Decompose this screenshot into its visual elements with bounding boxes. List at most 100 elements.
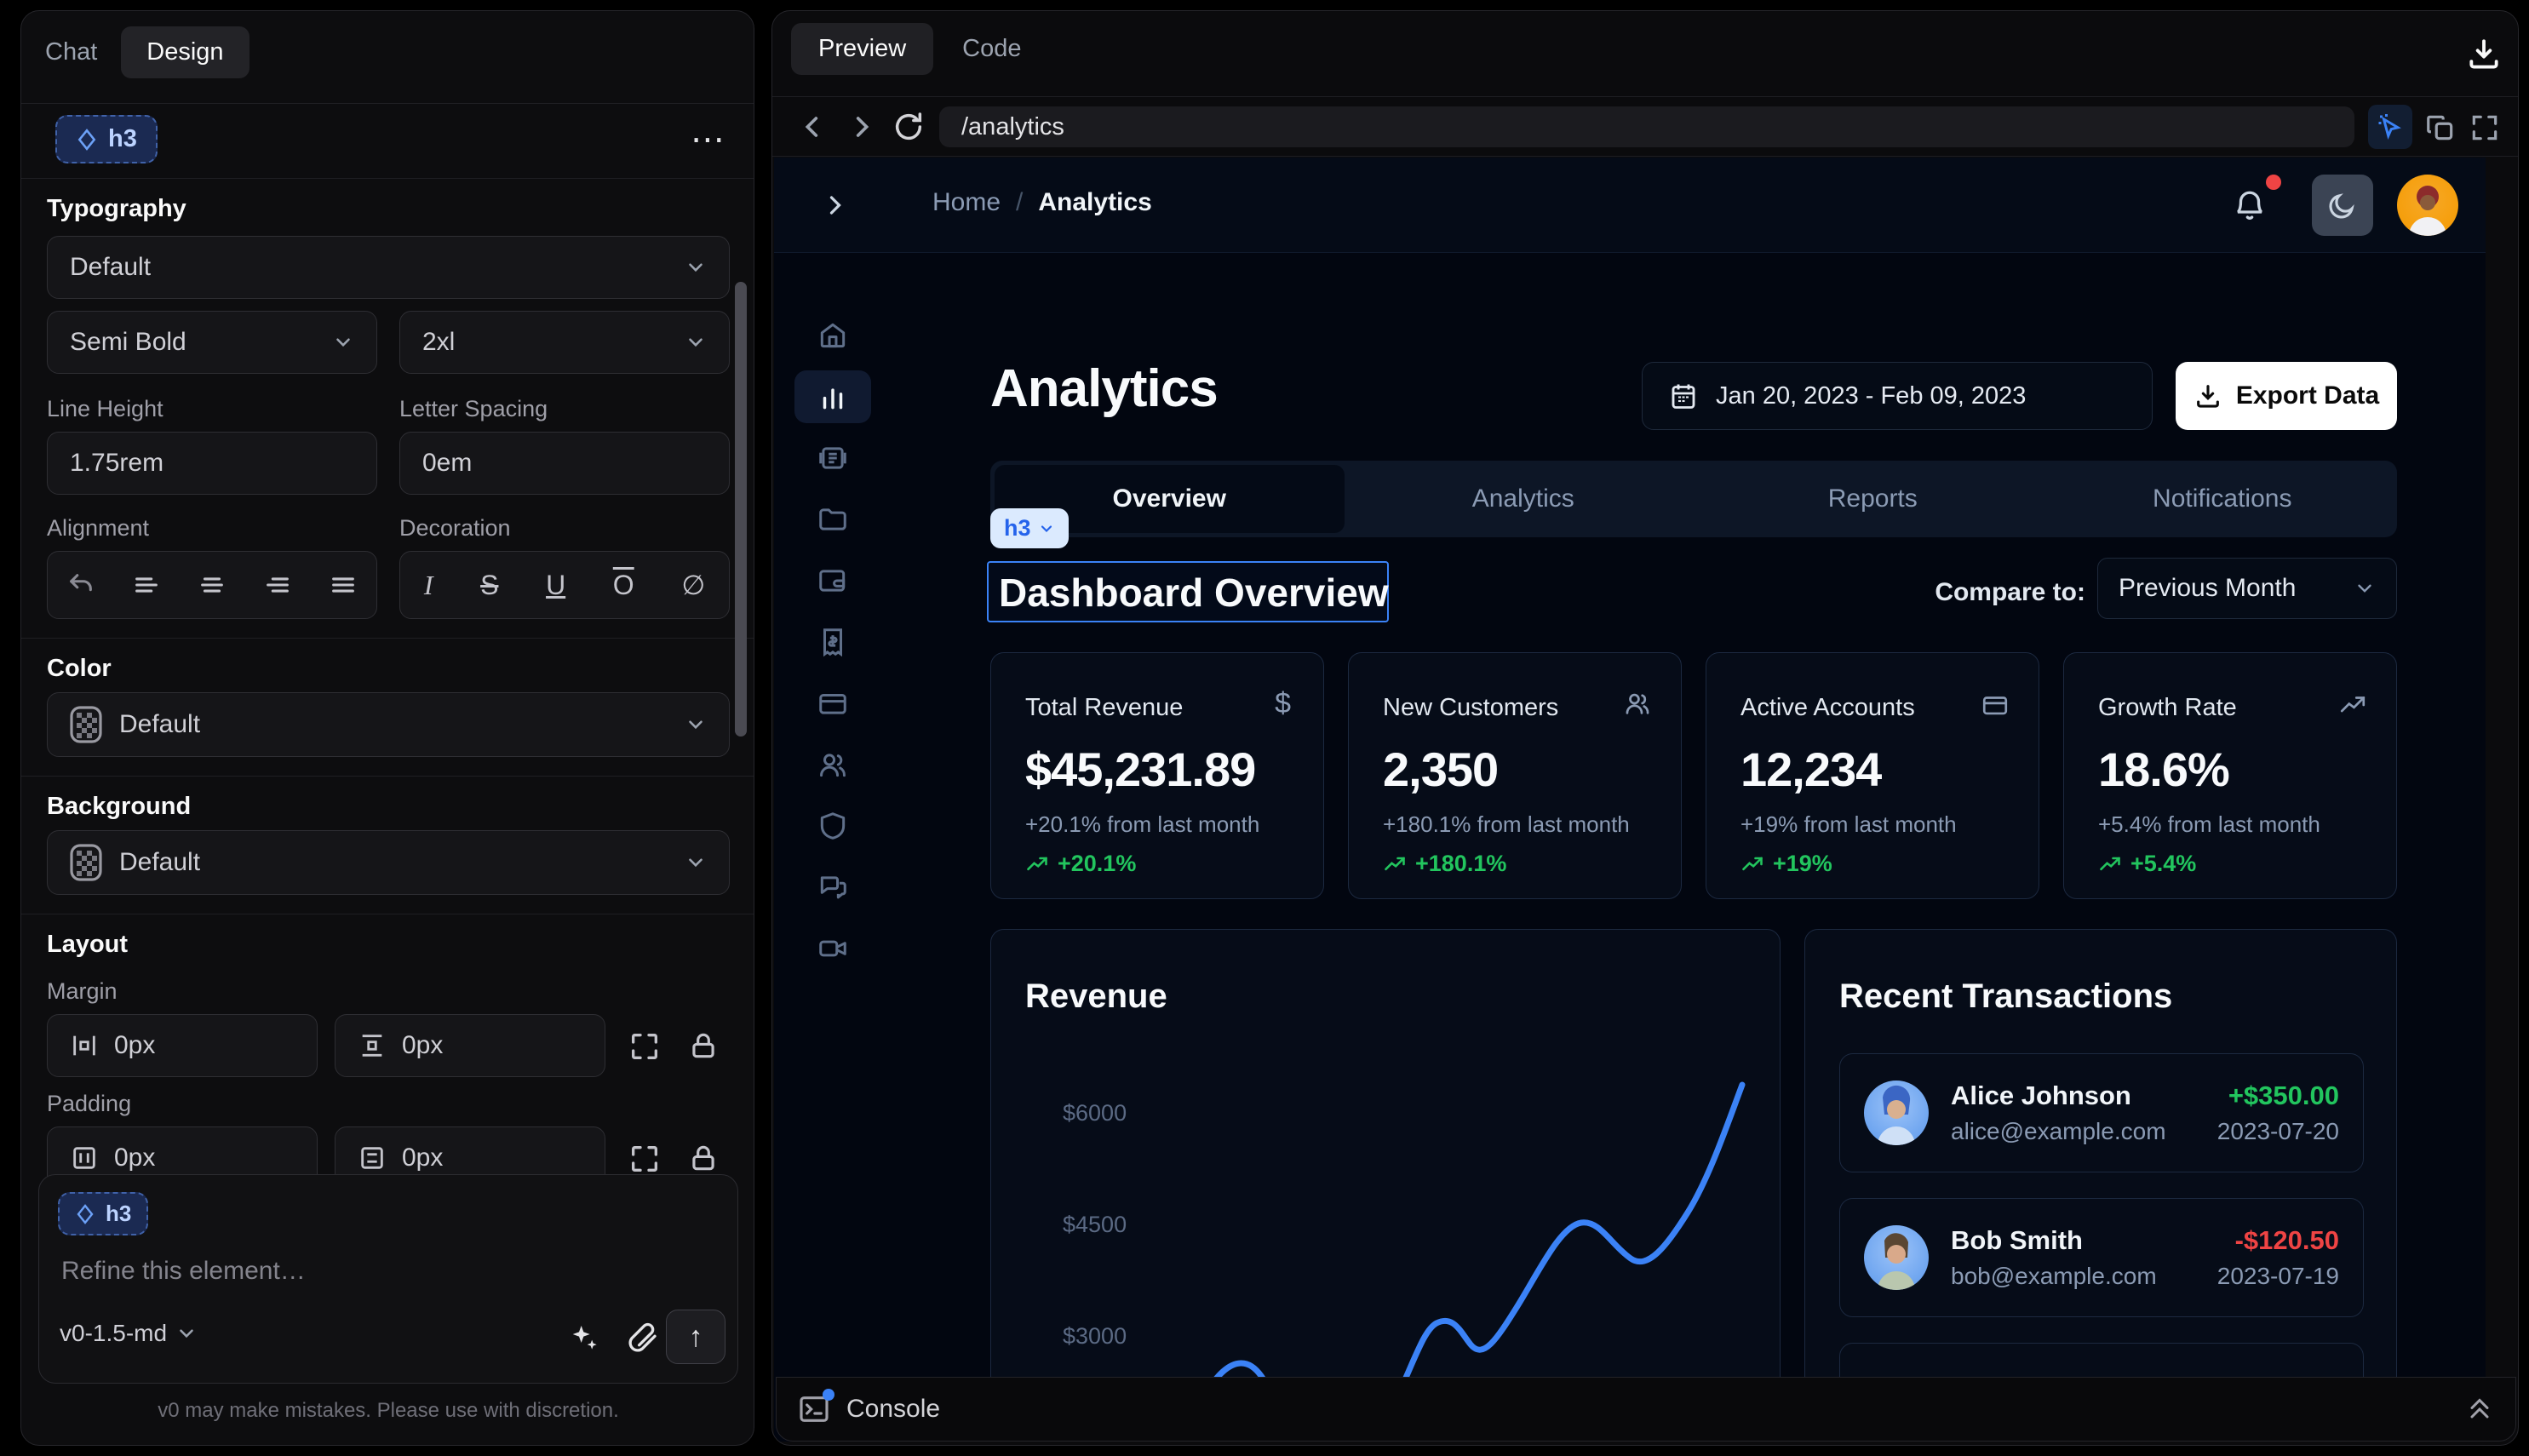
italic-icon[interactable]: I: [423, 569, 433, 600]
line-height-input[interactable]: 1.75rem: [47, 432, 377, 495]
tab-code[interactable]: Code: [962, 35, 1022, 62]
decoration-label: Decoration: [399, 515, 511, 541]
sidebar-credit-card-icon[interactable]: [817, 687, 849, 719]
tab-design[interactable]: Design: [121, 26, 249, 78]
no-decoration-icon[interactable]: ∅: [681, 570, 706, 600]
send-button[interactable]: ↑: [666, 1310, 725, 1364]
composer-element-chip[interactable]: h3: [58, 1192, 149, 1235]
letter-spacing-value: 0em: [422, 449, 473, 477]
back-icon[interactable]: [796, 110, 830, 144]
stat-trend: +19%: [1740, 851, 1832, 877]
padding-y-value: 0px: [402, 1144, 444, 1172]
align-left-icon[interactable]: [132, 570, 161, 599]
sidebar-expand-icon[interactable]: [820, 190, 851, 221]
underline-icon[interactable]: U: [546, 569, 566, 600]
divider: [21, 638, 754, 639]
tab-preview[interactable]: Preview: [791, 23, 934, 75]
sidebar-receipt-icon[interactable]: [817, 626, 849, 658]
sidebar-users-icon[interactable]: [817, 748, 849, 781]
transaction-row[interactable]: Alice Johnson alice@example.com +$350.00…: [1839, 1053, 2364, 1172]
margin-horizontal-icon: [73, 1035, 95, 1056]
stat-trend: +180.1%: [1383, 851, 1506, 877]
forward-icon[interactable]: [844, 110, 878, 144]
user-avatar[interactable]: [2397, 175, 2458, 236]
background-select[interactable]: Default: [47, 830, 730, 895]
margin-x-input[interactable]: 0px: [47, 1014, 318, 1077]
avatar: [1864, 1225, 1929, 1290]
model-name: v0-1.5-md: [60, 1320, 168, 1346]
inspector-element-chip[interactable]: h3: [990, 508, 1069, 548]
align-right-icon[interactable]: [263, 570, 292, 599]
selected-element-chip[interactable]: h3: [55, 115, 158, 163]
attachment-icon[interactable]: [625, 1320, 661, 1356]
date-range-picker[interactable]: Jan 20, 2023 - Feb 09, 2023: [1642, 362, 2153, 430]
stat-subtext: +5.4% from last month: [2098, 811, 2320, 837]
stat-value: 12,234: [1740, 742, 1882, 796]
tab-reports[interactable]: Reports: [1827, 484, 1918, 513]
sidebar-analytics-icon[interactable]: [817, 381, 849, 413]
stat-card-new-customers: New Customers 2,350 +180.1% from last mo…: [1348, 652, 1682, 899]
download-icon[interactable]: [2465, 35, 2503, 72]
padding-expand-icon[interactable]: [628, 1142, 662, 1176]
design-mode-cursor-icon[interactable]: [2368, 105, 2412, 149]
model-selector[interactable]: v0-1.5-md: [60, 1320, 198, 1347]
margin-lock-icon[interactable]: [687, 1029, 720, 1062]
undo-icon[interactable]: [66, 570, 95, 599]
fullscreen-icon[interactable]: [2469, 112, 2501, 144]
divider: [772, 96, 2518, 97]
stat-title: Growth Rate: [2098, 694, 2237, 721]
copy-icon[interactable]: [2424, 112, 2457, 144]
align-justify-icon[interactable]: [329, 570, 358, 599]
font-weight-select[interactable]: Semi Bold: [47, 311, 377, 374]
tab-analytics[interactable]: Analytics: [1471, 484, 1574, 513]
align-center-icon[interactable]: [198, 570, 227, 599]
color-select[interactable]: Default: [47, 692, 730, 757]
sidebar-wallet-icon[interactable]: [817, 565, 849, 597]
sparkles-icon[interactable]: [567, 1321, 601, 1356]
selection-outline: [987, 561, 1389, 622]
chevron-down-icon: [336, 338, 350, 347]
sidebar-video-icon[interactable]: [817, 932, 849, 965]
bell-icon[interactable]: [2232, 188, 2268, 224]
dashboard-header: Home / Analytics: [774, 158, 2486, 253]
refresh-icon[interactable]: [892, 110, 926, 144]
chevron-down-icon: [689, 720, 702, 730]
strikethrough-icon[interactable]: S: [480, 569, 499, 600]
sidebar-messages-icon[interactable]: [817, 871, 849, 903]
console-bar[interactable]: Console: [776, 1377, 2516, 1442]
margin-expand-icon[interactable]: [628, 1029, 662, 1063]
chevrons-up-icon[interactable]: [2464, 1394, 2495, 1424]
padding-lock-icon[interactable]: [687, 1142, 720, 1174]
dark-mode-toggle[interactable]: [2312, 175, 2373, 236]
left-panel-scrollbar[interactable]: [735, 282, 747, 737]
sidebar-shield-icon[interactable]: [817, 810, 849, 842]
sidebar-home-icon[interactable]: [817, 319, 849, 352]
preview-panel: Preview Code /analytics Home / Analytics: [771, 10, 2519, 1446]
compare-select[interactable]: Previous Month: [2097, 558, 2397, 619]
transactions-title: Recent Transactions: [1839, 977, 2173, 1015]
export-data-button[interactable]: Export Data: [2176, 362, 2397, 430]
composer-input[interactable]: Refine this element…: [61, 1257, 306, 1285]
url-bar[interactable]: /analytics: [939, 106, 2354, 147]
tab-notifications[interactable]: Notifications: [2153, 484, 2292, 513]
console-label: Console: [846, 1395, 941, 1423]
transaction-row[interactable]: Bob Smith bob@example.com -$120.50 2023-…: [1839, 1198, 2364, 1317]
divider: [21, 103, 754, 104]
section-title[interactable]: Dashboard Overview: [999, 570, 1389, 615]
chevron-down-icon: [2358, 584, 2371, 593]
download-icon: [2196, 385, 2219, 408]
trending-up-icon: [1027, 857, 1047, 870]
element-menu-button[interactable]: ⋯: [691, 121, 726, 158]
margin-y-input[interactable]: 0px: [335, 1014, 605, 1077]
sidebar-invoices-icon[interactable]: [817, 442, 849, 474]
letter-spacing-input[interactable]: 0em: [399, 432, 730, 495]
font-select[interactable]: Default: [47, 236, 730, 299]
sidebar-folder-icon[interactable]: [817, 503, 849, 536]
composer: h3 Refine this element… v0-1.5-md ↑: [38, 1174, 738, 1384]
breadcrumb-home[interactable]: Home: [932, 188, 1001, 216]
font-size-select[interactable]: 2xl: [399, 311, 730, 374]
tab-chat[interactable]: Chat: [45, 38, 98, 66]
preview-viewport: Home / Analytics: [774, 158, 2486, 1442]
breadcrumb-current: Analytics: [1038, 188, 1152, 216]
overline-icon[interactable]: O: [612, 569, 634, 600]
